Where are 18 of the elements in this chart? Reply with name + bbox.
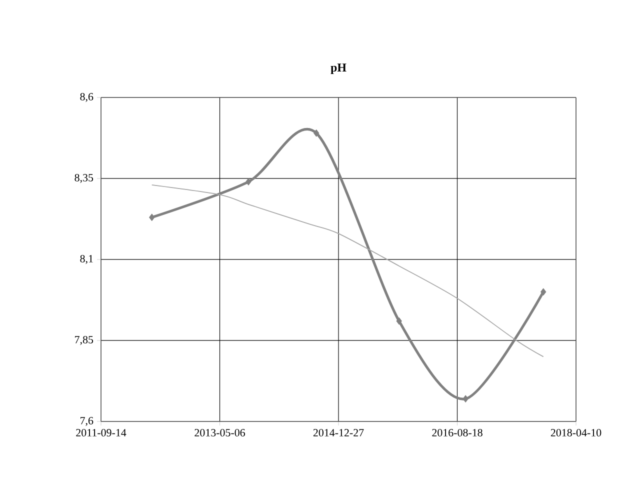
point <box>313 129 320 137</box>
point <box>396 317 402 325</box>
point <box>462 395 468 403</box>
y-tick-label: 8,1 <box>80 255 93 264</box>
y-tick-label: 7,85 <box>75 336 94 345</box>
point <box>246 178 252 186</box>
x-tick-label: 2016-08-18 <box>432 429 482 436</box>
x-tick-label: 2018-04-10 <box>550 429 602 436</box>
line-series <box>151 184 544 358</box>
point <box>540 288 546 296</box>
chart-title: pH <box>330 64 346 74</box>
y-tick-label: 7,6 <box>80 417 94 426</box>
y-tick-label: 8,6 <box>80 93 94 102</box>
x-tick-label: 2011-09-14 <box>76 429 126 436</box>
x-tick-label: 2014-12-27 <box>313 429 364 436</box>
x-tick-label: 2013-05-06 <box>194 429 245 436</box>
y-tick-label: 8,35 <box>74 174 94 183</box>
point <box>149 214 155 222</box>
